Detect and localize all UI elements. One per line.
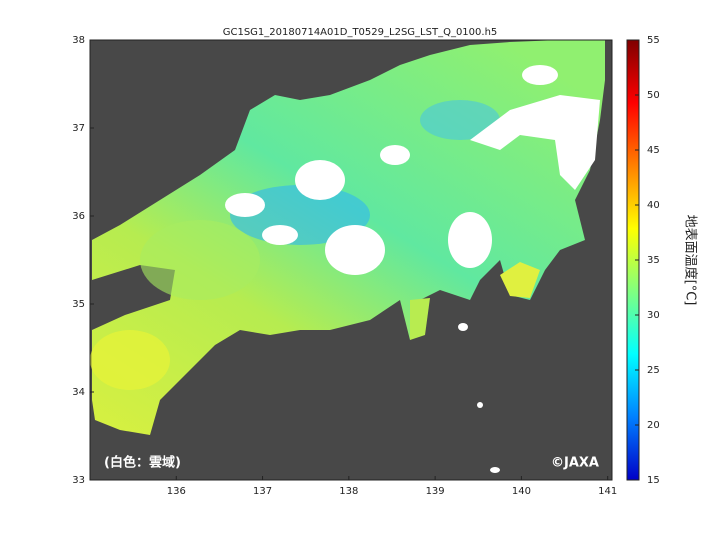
colorbar-label: 地表面温度[°C] bbox=[683, 215, 699, 306]
credit: ©JAXA bbox=[551, 456, 599, 471]
x-tick-label: 140 bbox=[512, 486, 531, 497]
colorbar-tick-label: 45 bbox=[647, 145, 660, 156]
title: GC1SG1_20180714A01D_T0529_L2SG_LST_Q_010… bbox=[223, 27, 498, 38]
y-tick-label: 35 bbox=[72, 299, 85, 310]
x-tick-label: 139 bbox=[426, 486, 445, 497]
colorbar-tick-label: 30 bbox=[647, 310, 660, 321]
y-tick-label: 34 bbox=[72, 387, 85, 398]
clouds bbox=[225, 65, 600, 473]
map-frame bbox=[89, 39, 613, 481]
x-tick-label: 138 bbox=[339, 486, 358, 497]
y-tick-label: 36 bbox=[72, 211, 85, 222]
colorbar-tick-label: 20 bbox=[647, 420, 660, 431]
y-tick-label: 38 bbox=[72, 35, 85, 46]
y-tick-label: 37 bbox=[72, 123, 85, 134]
colorbar-tick-label: 50 bbox=[647, 90, 660, 101]
y-tick-label: 33 bbox=[72, 475, 85, 486]
colorbar-tick-label: 40 bbox=[647, 200, 660, 211]
colorbar-tick-label: 35 bbox=[647, 255, 660, 266]
cloud-note: (白色：雲域) bbox=[104, 455, 181, 471]
x-tick-label: 137 bbox=[253, 486, 272, 497]
x-tick-label: 141 bbox=[598, 486, 617, 497]
colorbar-tick-label: 15 bbox=[647, 475, 660, 486]
x-tick-label: 136 bbox=[167, 486, 186, 497]
colorbar-tick-label: 55 bbox=[647, 35, 660, 46]
colorbar-tick-label: 25 bbox=[647, 365, 660, 376]
